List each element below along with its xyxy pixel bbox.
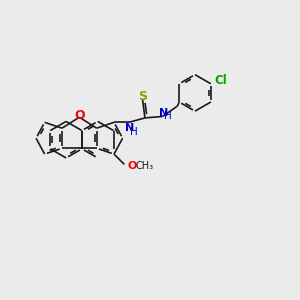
Text: N: N	[125, 123, 134, 133]
Text: O: O	[127, 160, 136, 171]
Text: S: S	[138, 90, 147, 103]
Text: N: N	[159, 108, 168, 118]
Text: CH₃: CH₃	[136, 160, 154, 171]
Text: Cl: Cl	[214, 74, 227, 87]
Text: H: H	[164, 112, 172, 122]
Text: H: H	[130, 127, 138, 137]
Text: O: O	[74, 109, 85, 122]
